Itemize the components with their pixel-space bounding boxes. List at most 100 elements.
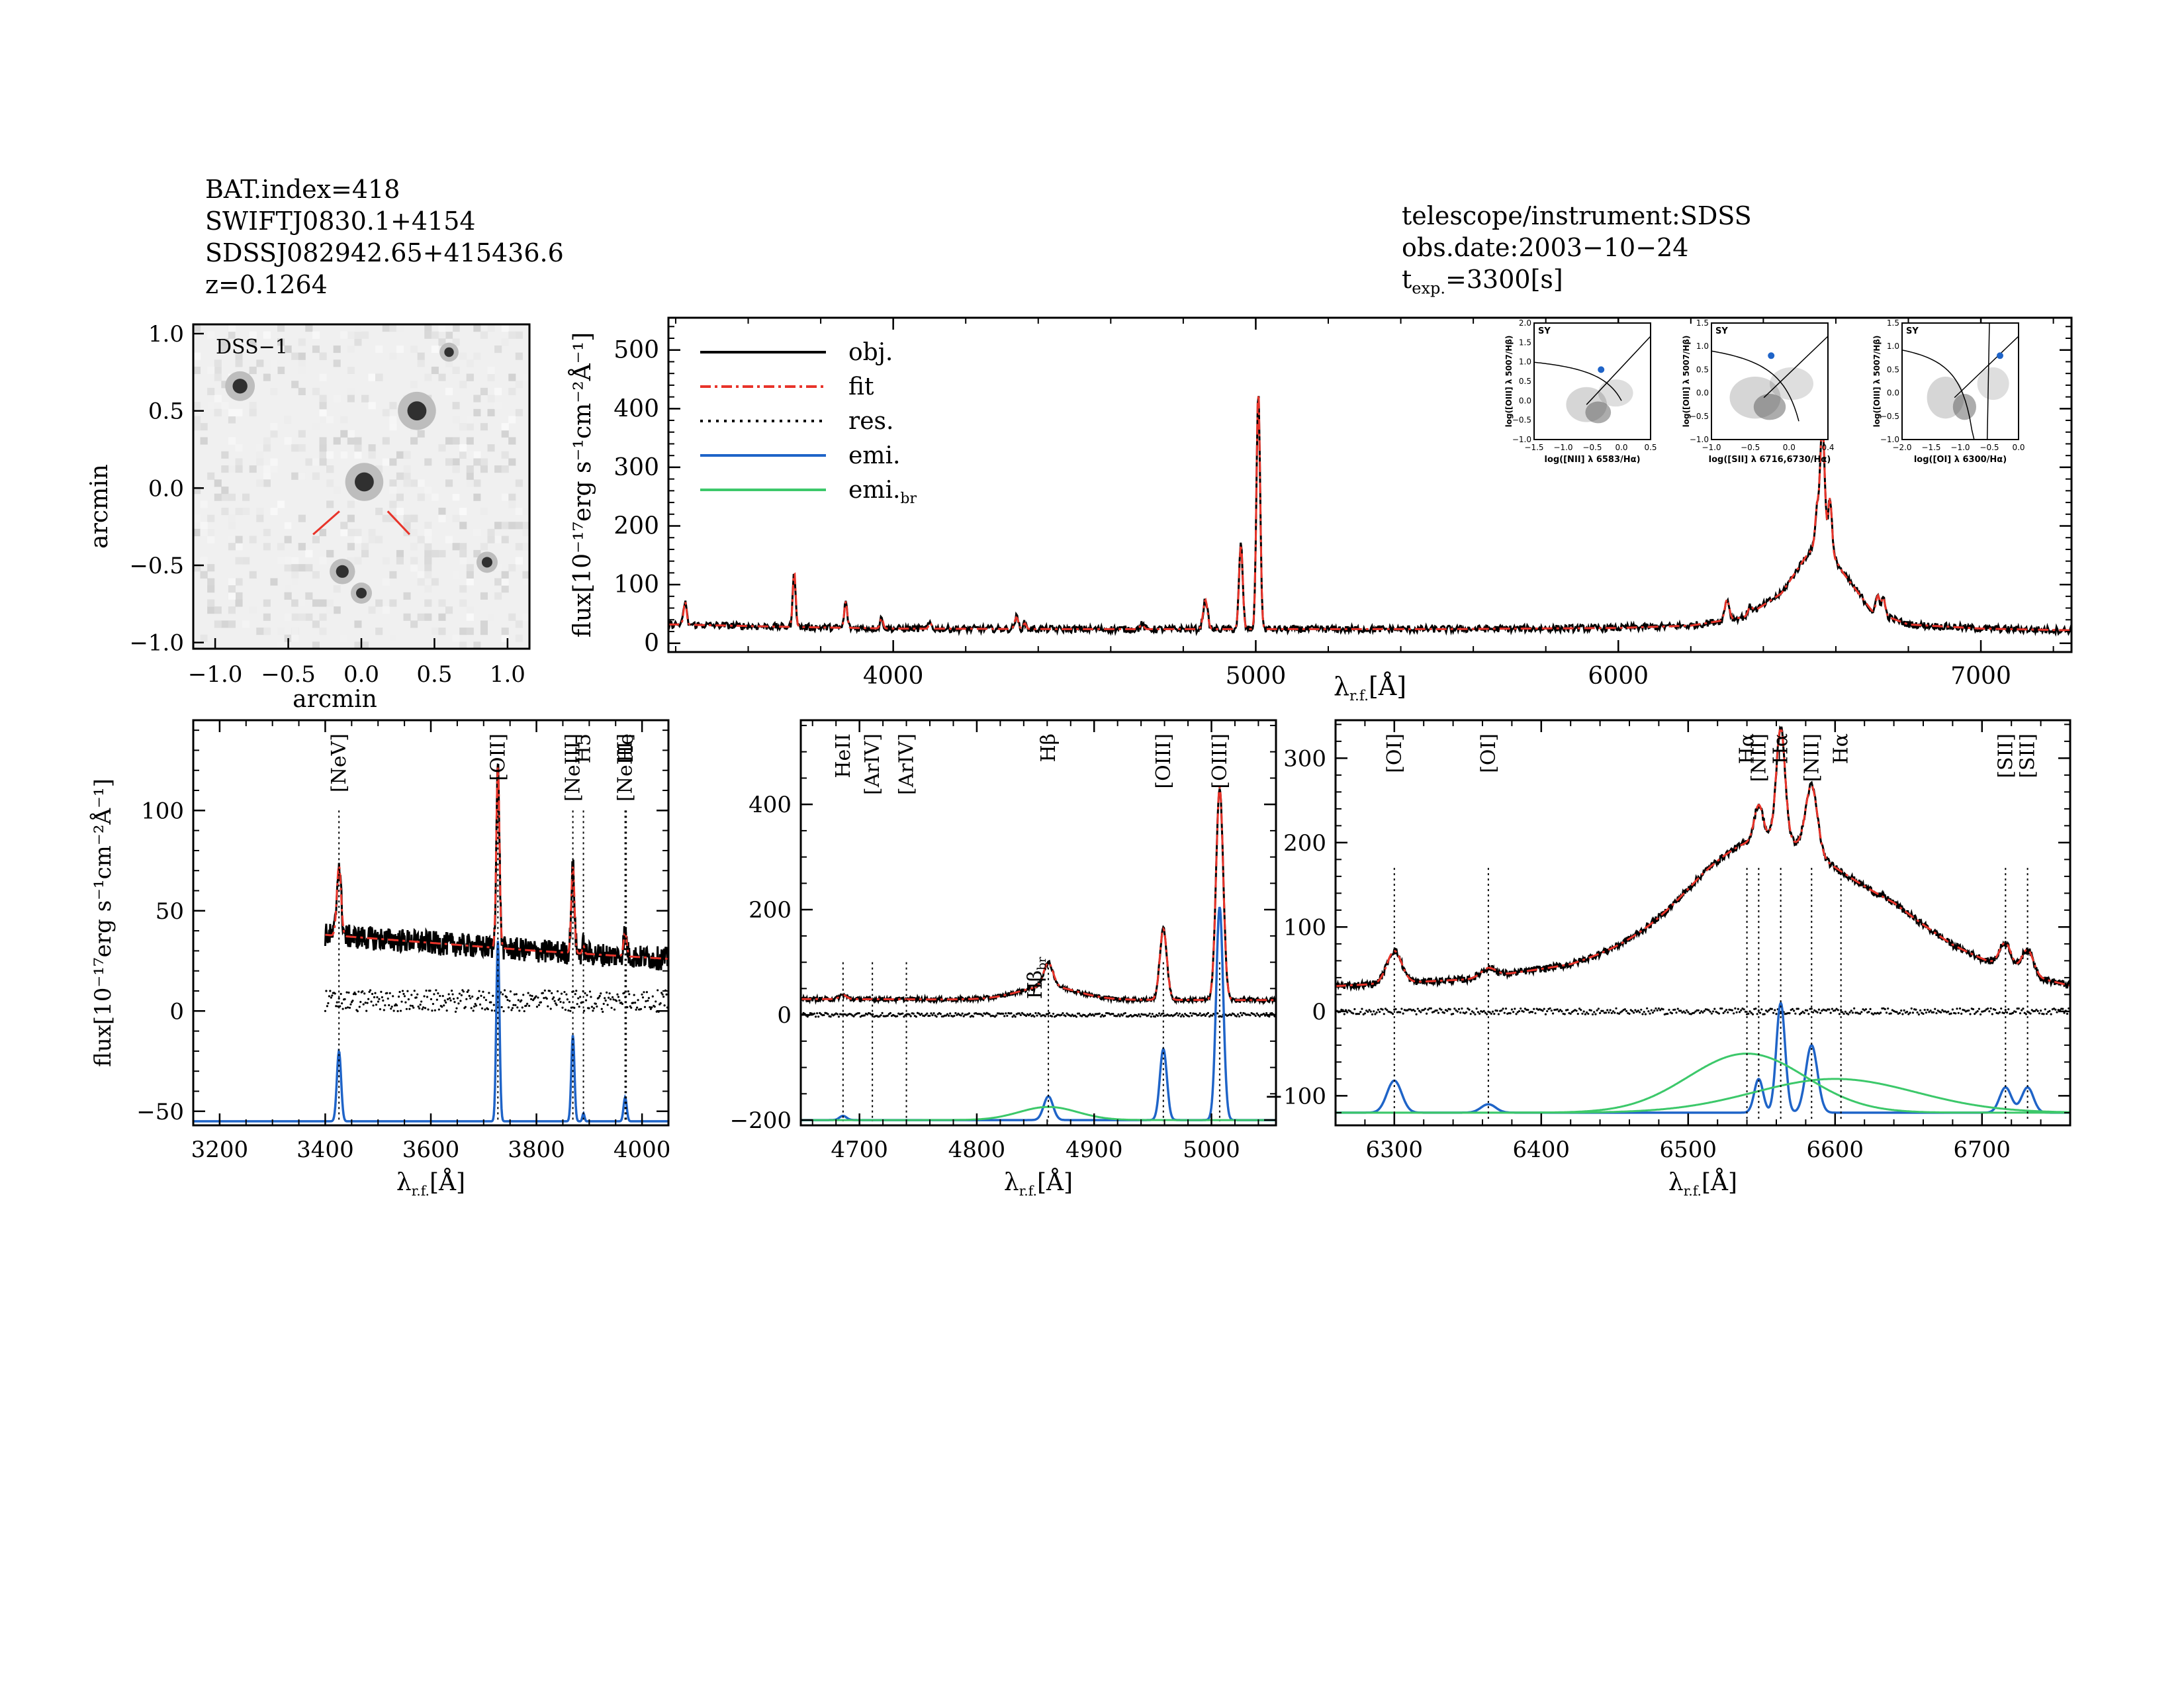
residual-point	[378, 998, 381, 1000]
residual-point	[1713, 1008, 1716, 1010]
image-pixel	[298, 599, 306, 607]
line-marker-label: [OI]	[1383, 733, 1406, 773]
image-pixel	[375, 507, 383, 516]
image-pixel	[501, 571, 509, 579]
residual-point	[329, 990, 332, 992]
residual-point	[328, 995, 330, 998]
residual-point	[1093, 1014, 1095, 1017]
residual-point	[523, 1009, 525, 1013]
residual-point	[492, 994, 494, 997]
residual-point	[1764, 1009, 1768, 1012]
residual-point	[353, 991, 356, 994]
image-pixel	[389, 352, 397, 360]
y-tick-label: 0	[644, 630, 659, 657]
residual-point	[465, 998, 468, 1000]
image-pixel	[298, 359, 306, 367]
residual-point	[1400, 1008, 1403, 1010]
residual-point	[2011, 1011, 2015, 1014]
residual-point	[1612, 1010, 1615, 1013]
bpt-y-tick-label: 2.0	[1519, 318, 1531, 328]
residual-point	[1751, 1013, 1754, 1015]
image-pixel	[340, 331, 348, 339]
residual-point	[1796, 1008, 1798, 1010]
residual-point	[1650, 1009, 1653, 1011]
image-pixel	[347, 437, 355, 445]
y-tick-label: 0	[169, 998, 184, 1025]
residual-point	[406, 990, 409, 992]
residual-point	[1723, 1010, 1726, 1013]
bpt-density	[1952, 394, 1976, 420]
image-pixel	[522, 458, 530, 466]
image-pixel	[522, 571, 530, 579]
residual-point	[505, 996, 508, 998]
residual-point	[1734, 1007, 1737, 1009]
residual-point	[1584, 1013, 1586, 1015]
residual-point	[396, 1009, 399, 1013]
image-pixel	[389, 402, 397, 410]
residual-point	[1426, 1012, 1428, 1015]
image-pixel	[410, 620, 418, 628]
residual-point	[371, 992, 374, 996]
residual-point	[492, 1004, 495, 1006]
residual-point	[334, 992, 336, 995]
residual-point	[401, 990, 404, 992]
image-pixel	[501, 522, 509, 530]
residual-point	[2019, 1012, 2022, 1015]
image-pixel	[452, 571, 460, 579]
image-pixel	[494, 536, 502, 543]
residual-point	[400, 1000, 403, 1003]
residual-point	[1940, 1011, 1942, 1013]
residual-point	[661, 993, 664, 996]
residual-point	[872, 1013, 874, 1015]
image-pixel	[326, 479, 334, 487]
residual-point	[346, 1006, 349, 1009]
residual-point	[912, 1012, 915, 1015]
image-pixel	[193, 528, 201, 537]
image-pixel	[207, 578, 215, 586]
residual-point	[637, 999, 639, 1002]
residual-point	[1596, 1009, 1598, 1011]
residual-point	[482, 996, 486, 999]
image-pixel	[522, 613, 530, 621]
residual-point	[372, 1004, 375, 1007]
residual-point	[1353, 1008, 1356, 1011]
residual-point	[2044, 1008, 2046, 1011]
residual-point	[1475, 1008, 1478, 1010]
image-label: DSS−1	[216, 336, 288, 359]
residual-point	[596, 1005, 598, 1008]
image-pixel	[487, 444, 495, 452]
image-pixel	[298, 430, 306, 438]
y-tick-label: 200	[1283, 830, 1326, 857]
image-pixel	[214, 395, 222, 402]
image-pixel	[515, 381, 523, 389]
residual-point	[1646, 1007, 1649, 1009]
image-pixel	[459, 352, 467, 360]
star	[232, 379, 248, 394]
image-pixel	[494, 387, 502, 396]
bpt-frame	[1533, 322, 1651, 440]
image-pixel	[333, 585, 341, 593]
residual-point	[452, 998, 455, 1000]
image-pixel	[466, 373, 474, 381]
residual-point	[1766, 1010, 1769, 1013]
residual-point	[908, 1013, 911, 1016]
image-pixel	[333, 487, 341, 494]
residual-point	[569, 1009, 572, 1012]
image-pixel	[333, 437, 341, 445]
residual-point	[1453, 1008, 1456, 1010]
image-pixel	[361, 549, 369, 558]
residual-point	[1369, 1010, 1372, 1013]
residual-point	[647, 1000, 649, 1002]
residual-point	[602, 1002, 605, 1006]
residual-point	[1951, 1008, 1954, 1011]
residual-point	[588, 990, 592, 993]
y-axis-label: flux[10⁻¹⁷erg s⁻¹cm⁻²Å⁻¹]	[89, 778, 116, 1067]
image-pixel	[487, 536, 495, 543]
residual-point	[886, 1014, 889, 1017]
image-pixel	[466, 359, 474, 367]
image-pixel	[368, 373, 376, 381]
image-pixel	[291, 628, 299, 635]
residual-point	[1711, 1010, 1715, 1013]
residual-point	[586, 994, 588, 997]
image-pixel	[270, 423, 278, 431]
